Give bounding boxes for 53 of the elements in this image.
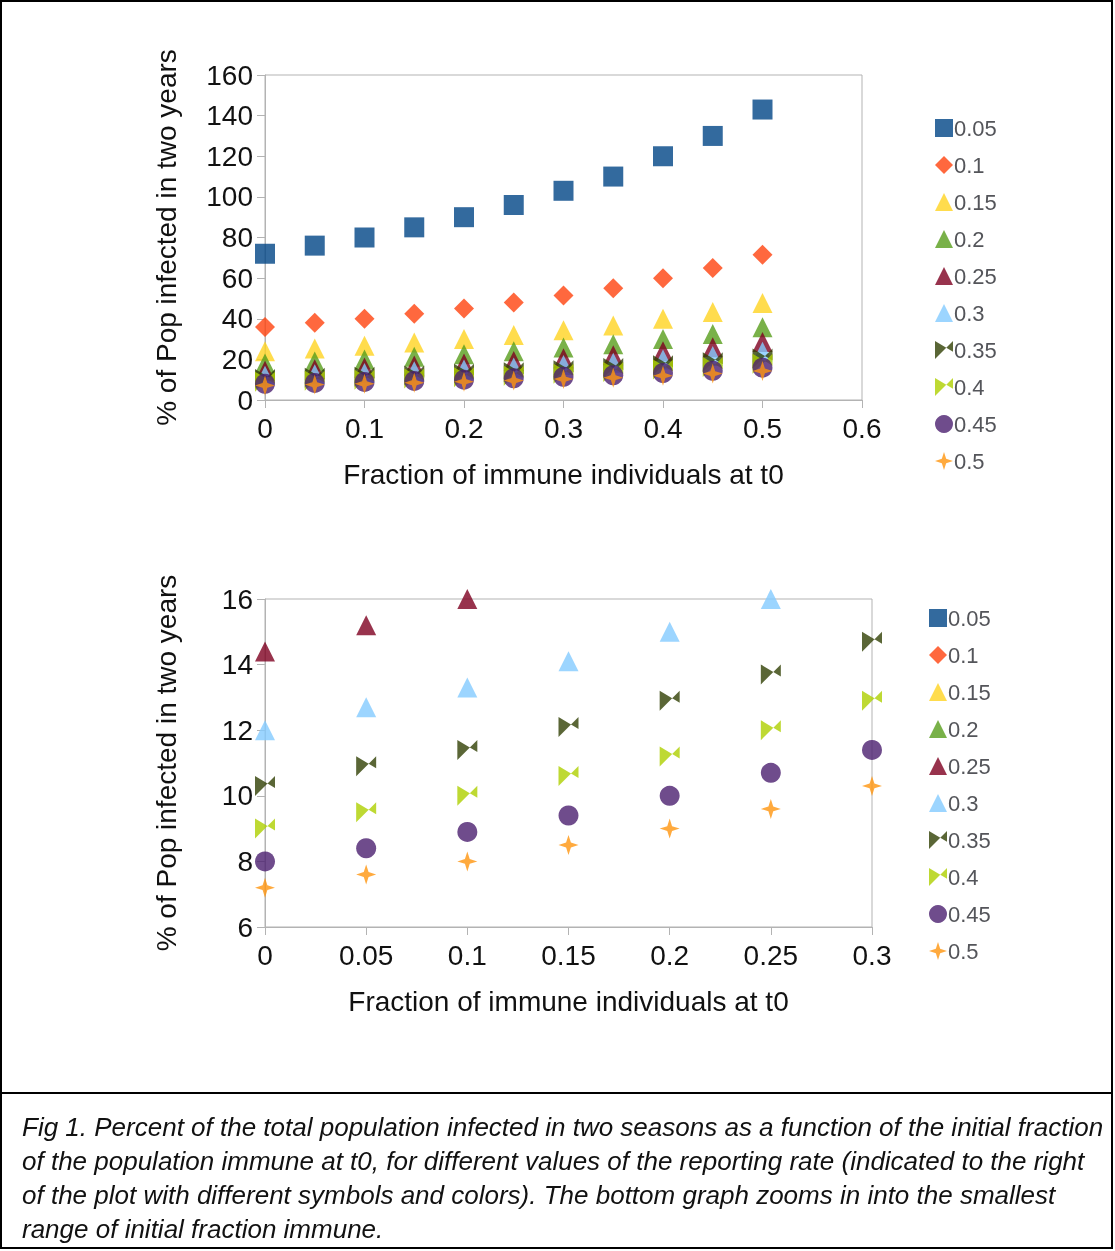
legend-label: 0.15 — [948, 679, 991, 705]
legend-label: 0.3 — [954, 300, 985, 326]
y-tick-label: 10 — [221, 780, 253, 812]
legend-label: 0.35 — [954, 337, 997, 363]
legend-label: 0.1 — [954, 152, 985, 178]
x-axis-title: Fraction of immune individuals at t0 — [343, 458, 784, 490]
y-tick-label: 8 — [237, 845, 253, 877]
legend-label: 0.4 — [954, 374, 985, 400]
legend-label: 0.3 — [948, 790, 979, 816]
x-tick-label: 0 — [257, 939, 273, 971]
legend-label: 0.15 — [954, 189, 997, 215]
y-tick-label: 160 — [206, 59, 253, 91]
legend-label: 0.25 — [954, 263, 997, 289]
x-tick-label: 0.1 — [447, 939, 487, 971]
y-tick-label: 40 — [221, 303, 253, 335]
y-tick-label: 14 — [221, 649, 253, 681]
legend-label: 0.45 — [948, 901, 991, 927]
y-tick-label: 140 — [206, 100, 253, 132]
y-tick-label: 120 — [206, 140, 253, 172]
y-tick-label: 20 — [221, 343, 253, 375]
y-tick-label: 100 — [206, 181, 253, 213]
legend-label: 0.2 — [954, 226, 985, 252]
x-tick-label: 0.1 — [345, 412, 384, 444]
x-tick-label: 0.2 — [650, 939, 690, 971]
legend-label: 0.05 — [954, 115, 997, 141]
x-tick-label: 0.05 — [338, 939, 394, 971]
x-tick-label: 0.5 — [743, 412, 782, 444]
x-tick-label: 0 — [257, 412, 273, 444]
y-tick-label: 0 — [237, 384, 253, 416]
x-axis-title: Fraction of immune individuals at t0 — [348, 985, 789, 1017]
x-tick-label: 0.15 — [541, 939, 596, 971]
legend-label: 0.05 — [948, 605, 991, 631]
y-tick-label: 80 — [221, 222, 253, 253]
x-tick-label: 0.3 — [852, 939, 892, 971]
y-tick-label: 60 — [221, 262, 253, 294]
caption: Fig 1. Percent of the total population infected in two seasons as a function of the initial fraction of the population immune at t0, for different values of the reporting rate (indicated to the right of the plot with different symbols and colors). The bottom graph zooms in into the smallest range of initial fraction immune. — [22, 1111, 1105, 1246]
legend-label: 0.1 — [948, 642, 979, 668]
x-tick-label: 0.4 — [643, 412, 683, 444]
legend-label: 0.25 — [948, 753, 991, 779]
legend-label: 0.5 — [954, 448, 985, 474]
x-tick-label: 0.2 — [444, 412, 484, 444]
legend-label: 0.4 — [948, 864, 979, 890]
legend-label: 0.45 — [954, 411, 997, 437]
y-tick-label: 16 — [221, 583, 253, 615]
legend-label: 0.35 — [948, 827, 991, 853]
legend-label: 0.2 — [948, 716, 979, 742]
x-tick-label: 0.3 — [544, 412, 583, 444]
y-axis-title: % of Pop infected in two years — [150, 574, 182, 952]
x-tick-label: 0.25 — [743, 939, 799, 971]
y-axis-title: % of Pop infected in two years — [150, 49, 182, 426]
x-tick-label: 0.6 — [842, 412, 882, 444]
y-tick-label: 12 — [221, 714, 253, 746]
y-tick-label: 6 — [237, 911, 253, 943]
